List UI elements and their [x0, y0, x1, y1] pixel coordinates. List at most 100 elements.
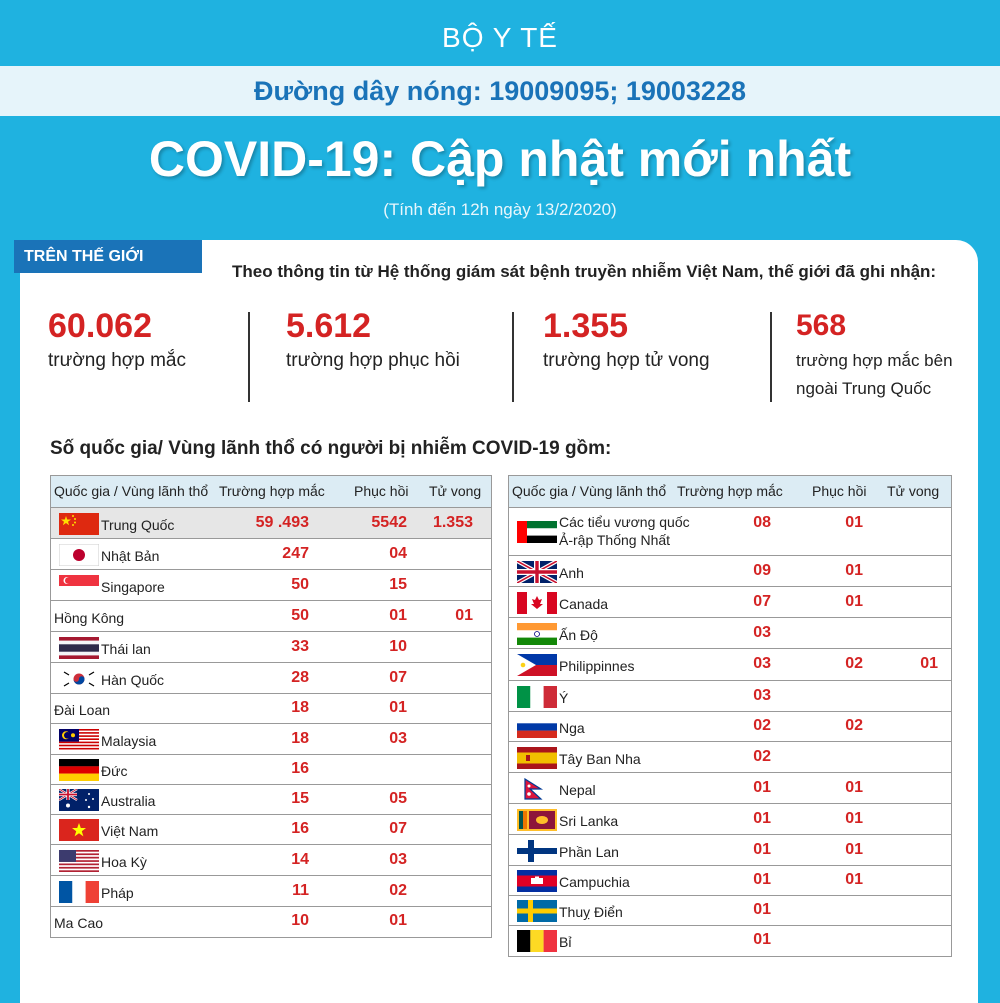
- table-row: Malaysia 18 03: [51, 724, 491, 755]
- country-name: Canada: [559, 596, 609, 612]
- recovered-value: 01: [389, 912, 407, 929]
- fr-flag-icon: [59, 881, 99, 903]
- divider: [512, 312, 514, 402]
- country-name: Singapore: [101, 579, 165, 595]
- table-row: Pháp 11 02: [51, 876, 491, 907]
- stat-recovered: 5.612 trường hợp phục hồi: [286, 306, 460, 374]
- country-name: Tây Ban Nha: [559, 751, 641, 767]
- country-name: Hồng Kông: [54, 610, 125, 626]
- header-recovered: Phục hồi: [354, 483, 409, 499]
- header-deaths: Tử vong: [429, 483, 482, 499]
- stat-cases: 60.062 trường hợp mắc: [48, 306, 186, 374]
- cases-value: 03: [753, 655, 771, 672]
- recovered-value: 02: [845, 655, 863, 672]
- header-recovered: Phục hồi: [812, 483, 867, 499]
- deaths-value: 1.353: [432, 514, 473, 531]
- stat-value: 5.612: [286, 307, 372, 345]
- table-header: Quốc gia / Vùng lãnh thổ Trường hợp mắc …: [51, 476, 491, 508]
- country-name: Campuchia: [559, 874, 630, 890]
- country-name: Các tiểu vương quốc: [559, 514, 690, 530]
- country-name: Sri Lanka: [559, 813, 619, 829]
- cases-value: 01: [753, 779, 771, 796]
- recovered-value: 01: [845, 871, 863, 888]
- de-flag-icon: [59, 759, 99, 781]
- recovered-value: 01: [845, 841, 863, 858]
- recovered-value: 5542: [371, 514, 407, 531]
- table-row: Hồng Kông 50 01 01: [51, 601, 491, 632]
- kr-flag-icon: [59, 668, 99, 690]
- table-header: Quốc gia / Vùng lãnh thổ Trường hợp mắc …: [509, 476, 951, 508]
- recovered-value: 05: [389, 790, 407, 807]
- recovered-value: 01: [845, 810, 863, 827]
- table-row: Việt Nam 16 07: [51, 815, 491, 845]
- divider: [248, 312, 250, 402]
- recovered-value: 04: [389, 545, 407, 562]
- country-name: Australia: [101, 793, 156, 809]
- table-row: Hoa Kỳ 14 03: [51, 845, 491, 876]
- country-name: Malaysia: [101, 733, 157, 749]
- vn-flag-icon: [59, 819, 99, 841]
- table-row: Thái lan 33 10: [51, 632, 491, 663]
- cases-value: 28: [291, 669, 309, 686]
- cases-value: 18: [291, 699, 309, 716]
- stat-label: trường hợp phục hồi: [286, 350, 460, 371]
- table-row: Đức 16: [51, 755, 491, 785]
- intro-text: Theo thông tin từ Hệ thống giám sát bệnh…: [232, 262, 937, 281]
- cases-value: 15: [291, 790, 309, 807]
- table-row: Phần Lan 01 01: [509, 835, 951, 866]
- cases-value: 247: [282, 545, 309, 562]
- cases-value: 11: [292, 882, 309, 899]
- sg-flag-icon: [59, 575, 99, 597]
- fi-flag-icon: [517, 840, 557, 862]
- update-time: (Tính đến 12h ngày 13/2/2020): [383, 200, 617, 219]
- jp-flag-icon: [59, 544, 99, 566]
- recovered-value: 01: [845, 514, 863, 531]
- es-flag-icon: [517, 747, 557, 769]
- table-row: Anh 09 01: [509, 556, 951, 587]
- cases-value: 59 .493: [255, 514, 309, 531]
- us-flag-icon: [59, 850, 99, 872]
- table-row: Đài Loan 18 01: [51, 694, 491, 724]
- table-row: Philippinnes 03 02 01: [509, 649, 951, 681]
- country-name: Ma Cao: [54, 915, 104, 931]
- stat-label: trường hợp tử vong: [543, 350, 710, 371]
- header-deaths: Tử vong: [887, 483, 940, 499]
- recovered-value: 15: [389, 576, 407, 593]
- cases-value: 16: [291, 820, 309, 837]
- se-flag-icon: [517, 900, 557, 922]
- table-row: Nga 02 02: [509, 712, 951, 742]
- ae-flag-icon: [517, 521, 557, 543]
- recovered-value: 01: [845, 779, 863, 796]
- stat-value: 1.355: [543, 307, 629, 345]
- country-name: Hoa Kỳ: [101, 854, 147, 870]
- cases-value: 07: [753, 593, 771, 610]
- table-row: Australia 15 05: [51, 785, 491, 815]
- header-cases: Trường hợp mắc: [677, 483, 783, 499]
- ru-flag-icon: [517, 716, 557, 738]
- recovered-value: 01: [845, 562, 863, 579]
- cases-value: 01: [753, 901, 771, 918]
- cases-value: 03: [753, 624, 771, 641]
- country-name: Pháp: [101, 885, 134, 901]
- country-name: Bỉ: [559, 934, 572, 950]
- country-name: Phần Lan: [559, 844, 619, 860]
- recovered-value: 07: [389, 669, 407, 686]
- country-name: Nhật Bản: [101, 548, 160, 564]
- country-name: Philippinnes: [559, 658, 635, 674]
- cases-value: 02: [753, 748, 771, 765]
- ca-flag-icon: [517, 592, 557, 614]
- ph-flag-icon: [517, 654, 557, 676]
- cn-flag-icon: [59, 513, 99, 535]
- page-title: COVID-19: Cập nhật mới nhất: [148, 131, 852, 187]
- countries-title: Số quốc gia/ Vùng lãnh thổ có người bị n…: [50, 438, 612, 459]
- cases-value: 33: [291, 638, 309, 655]
- country-name: Đài Loan: [54, 702, 111, 718]
- stat-outside-china: 568 trường hợp mắc bên ngoài Trung Quốc: [796, 306, 953, 402]
- table-row: Thuỵ Điển 01: [509, 896, 951, 926]
- cases-value: 50: [291, 576, 309, 593]
- recovered-value: 03: [389, 730, 407, 747]
- cases-value: 01: [753, 931, 771, 948]
- cases-value: 01: [753, 841, 771, 858]
- recovered-value: 07: [389, 820, 407, 837]
- gb-flag-icon: [517, 561, 557, 583]
